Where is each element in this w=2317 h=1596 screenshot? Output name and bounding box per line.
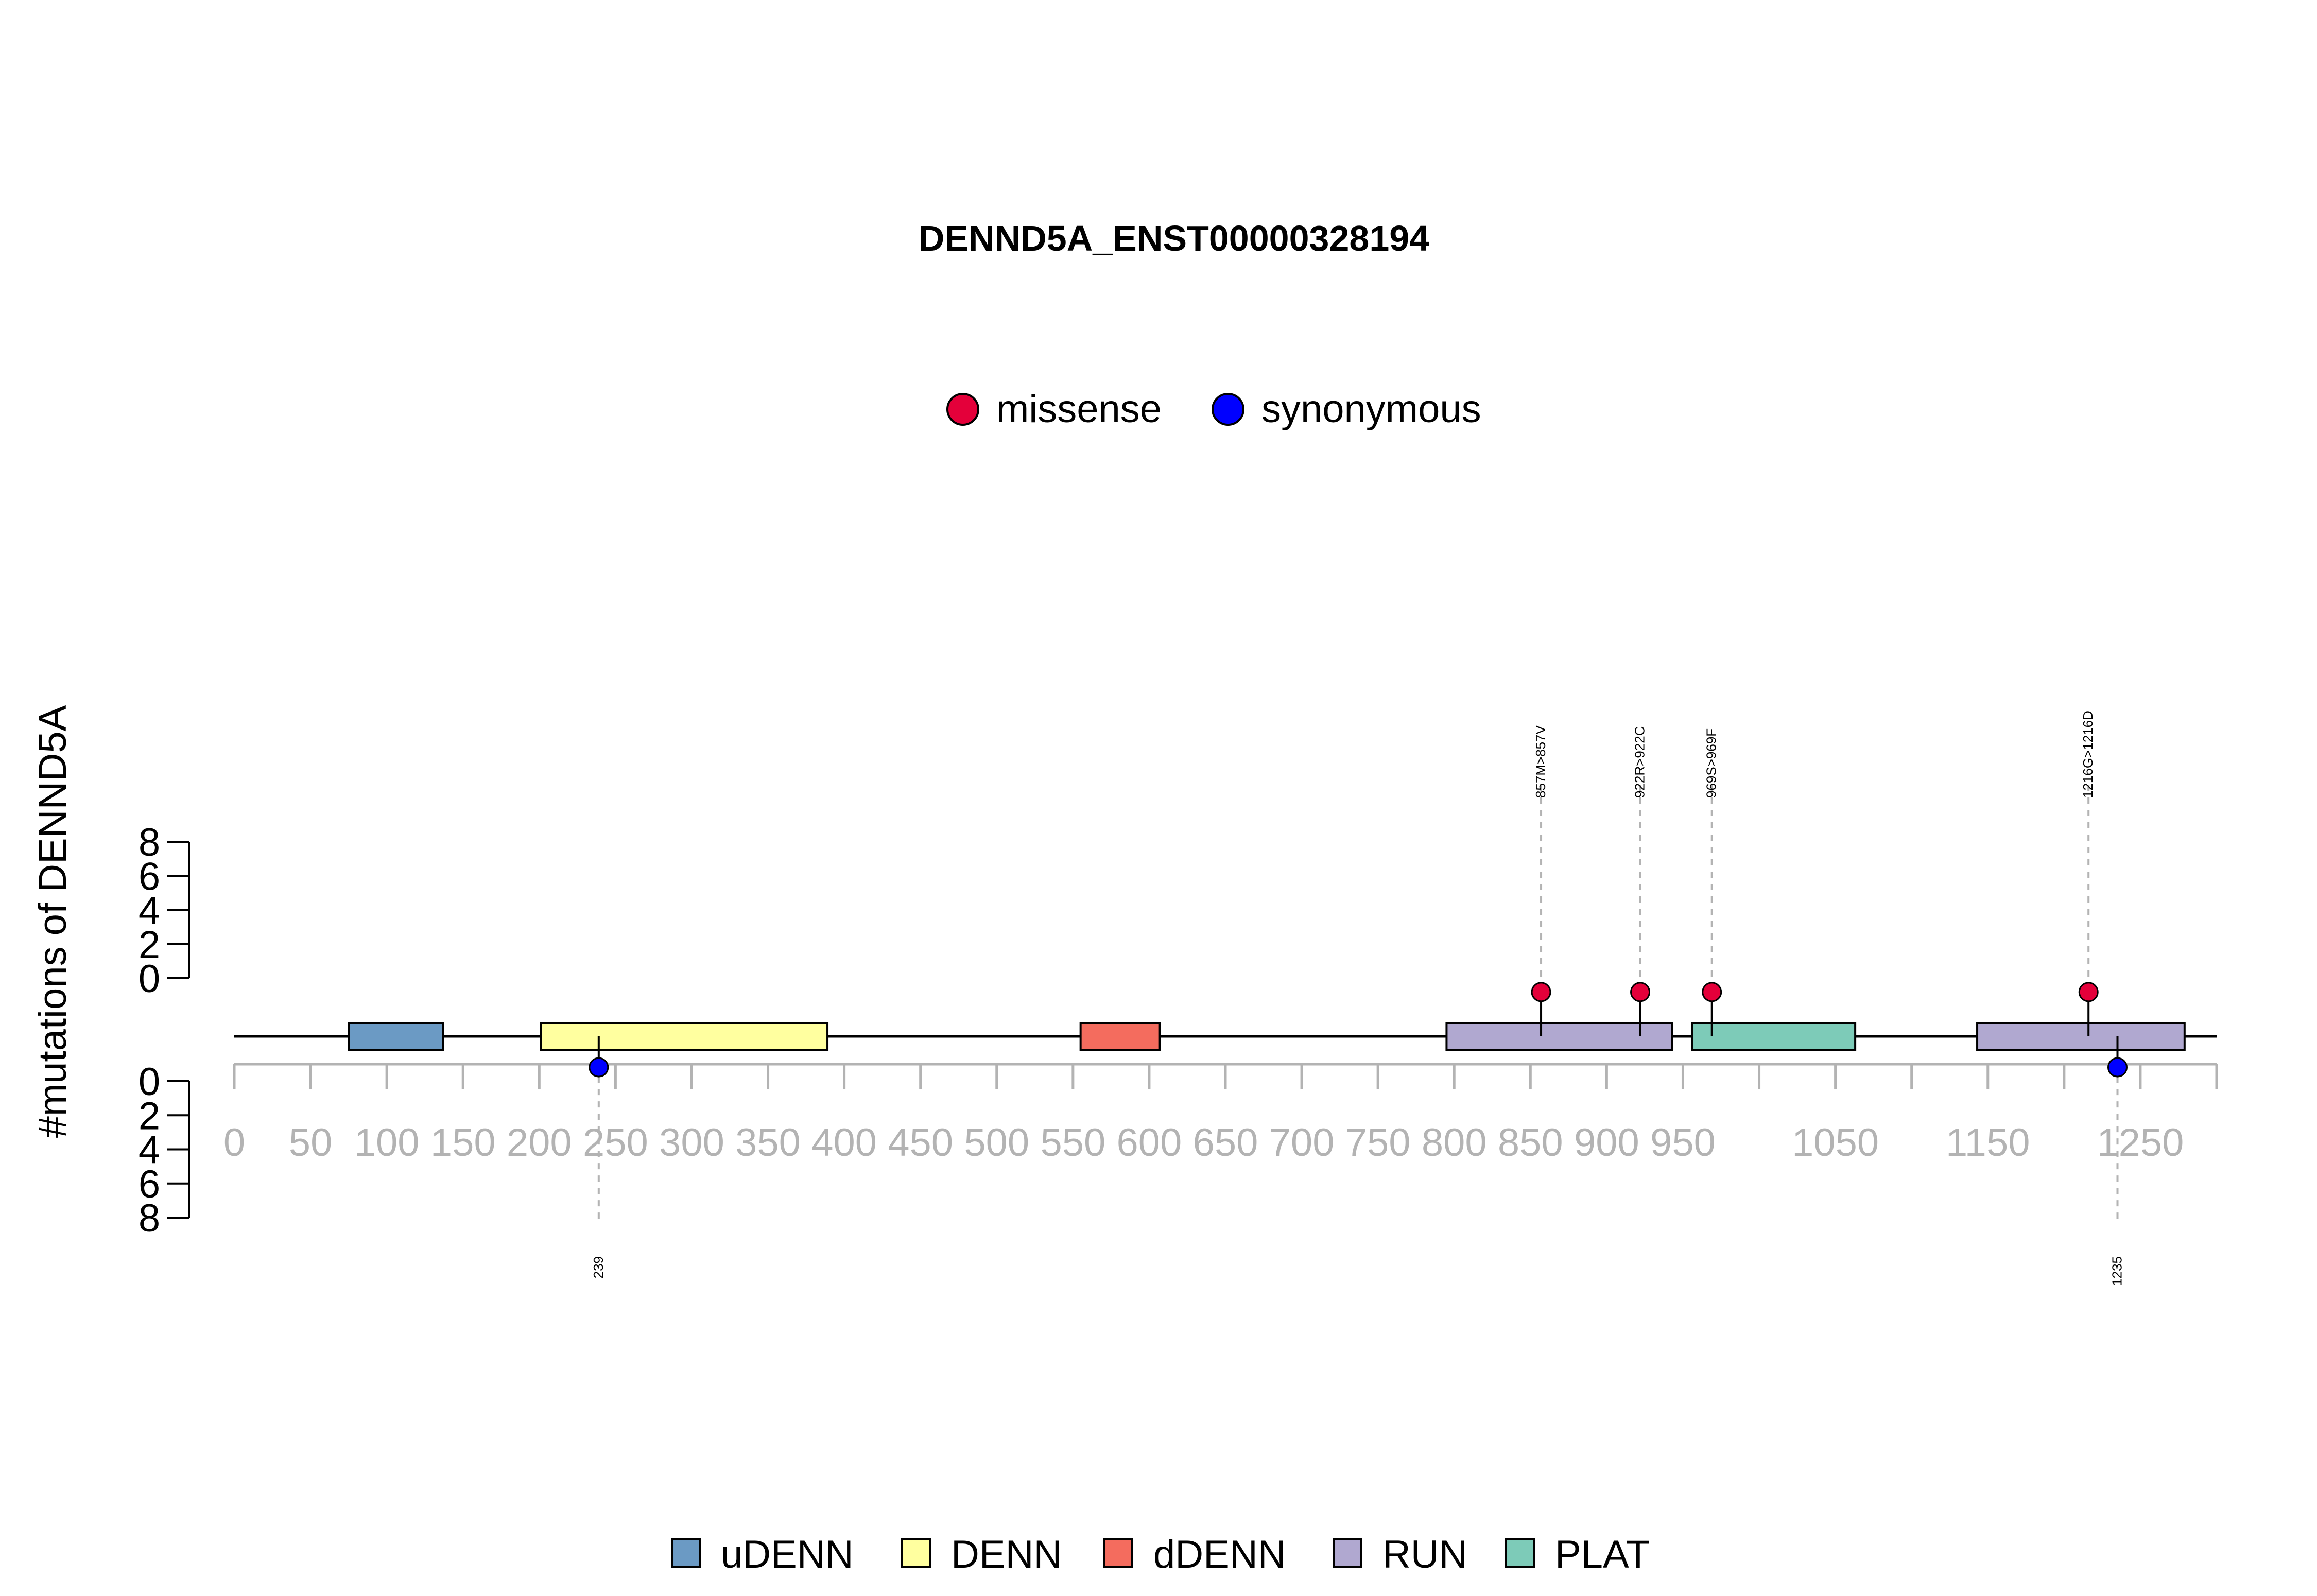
mutation-label: 857M>857V [1533, 725, 1548, 798]
legend-swatch-plat [1505, 1538, 1535, 1568]
x-tick-label: 850 [1498, 1121, 1563, 1165]
x-tick-label: 700 [1269, 1121, 1335, 1165]
legend-swatch-ddenn [1103, 1538, 1133, 1568]
mutation-point-missense [2078, 982, 2099, 1002]
mutation-label: 1235 [2109, 1256, 2125, 1286]
y-tick-label-top: 8 [139, 821, 160, 864]
x-tick-label: 900 [1574, 1121, 1639, 1165]
x-tick-label: 300 [659, 1121, 724, 1165]
y-tick-label-top: 4 [139, 889, 160, 933]
mutation-label: 1216G>1216D [2080, 710, 2096, 798]
x-tick-label: 350 [735, 1121, 801, 1165]
y-tick-label-bottom: 4 [139, 1129, 160, 1172]
chart-title: DENND5A_ENST00000328194 [919, 218, 1429, 258]
y-tick-label-top: 0 [139, 957, 160, 1001]
y-tick-label-top: 2 [139, 923, 160, 967]
x-tick-label: 750 [1345, 1121, 1411, 1165]
mutation-point-synonymous [589, 1057, 609, 1078]
y-tick-label-bottom: 0 [139, 1060, 160, 1104]
mutation-point-missense [1702, 982, 1722, 1002]
legend-label-run: RUN [1382, 1533, 1467, 1576]
x-tick-label: 400 [811, 1121, 877, 1165]
legend-marker-synonymous [1212, 393, 1244, 426]
mutation-lollipops: 857M>857V 922R>922C 969S>969F 1216G>1216D 23… [589, 710, 2128, 1286]
x-tick-label: 450 [888, 1121, 953, 1165]
mutation-legend: missense synonymous [946, 387, 1481, 431]
legend-swatch-run [1333, 1538, 1362, 1568]
x-axis: 0 50 100 150 200 250 300 350 400 450 500 550 600 650 7… [223, 1063, 2218, 1165]
x-tick-label: 1250 [2097, 1121, 2184, 1165]
legend-label-denn: DENN [951, 1533, 1062, 1576]
y-tick-label-bottom: 6 [139, 1163, 160, 1206]
domain-run [1976, 1022, 2186, 1051]
y-tick-label-bottom: 8 [139, 1196, 160, 1240]
x-tick-label: 100 [354, 1121, 420, 1165]
legend-marker-missense [946, 393, 979, 426]
domain-legend: uDENN DENN dDENN RUN PLAT [671, 1533, 1650, 1576]
x-tick-label: 550 [1040, 1121, 1105, 1165]
mutation-point-missense [1630, 982, 1651, 1002]
x-tick-label: 0 [223, 1121, 245, 1165]
domain-run [1445, 1022, 1673, 1051]
y-axis-label: #mutations of DENND5A [31, 705, 75, 1138]
legend-label-plat: PLAT [1555, 1533, 1650, 1576]
legend-label-missense: missense [996, 387, 1162, 431]
domain-udenn [348, 1022, 444, 1051]
legend-swatch-udenn [671, 1538, 701, 1568]
x-tick-label: 1050 [1792, 1121, 1879, 1165]
domain-denn [540, 1022, 829, 1051]
x-tick-label: 950 [1650, 1121, 1716, 1165]
mutation-label: 969S>969F [1704, 728, 1719, 798]
domain-plat [1691, 1022, 1857, 1051]
domain-ddenn [1079, 1022, 1161, 1051]
x-tick-label: 150 [430, 1121, 496, 1165]
x-tick-label: 50 [289, 1121, 333, 1165]
y-tick-label-bottom: 2 [139, 1094, 160, 1138]
y-tick-label-top: 6 [139, 855, 160, 898]
mutation-label: 239 [591, 1256, 606, 1278]
x-tick-label: 650 [1193, 1121, 1258, 1165]
x-tick-label: 1150 [1946, 1121, 2030, 1165]
legend-label-ddenn: dDENN [1153, 1533, 1286, 1576]
mutation-point-synonymous [2107, 1057, 2128, 1078]
x-tick-label: 250 [583, 1121, 648, 1165]
domain-boxes [348, 1022, 2186, 1051]
mutation-label: 922R>922C [1632, 726, 1648, 799]
x-tick-label: 600 [1117, 1121, 1182, 1165]
mutation-point-missense [1531, 982, 1551, 1002]
legend-swatch-denn [901, 1538, 931, 1568]
legend-label-synonymous: synonymous [1261, 387, 1481, 431]
legend-label-udenn: uDENN [721, 1533, 854, 1576]
x-tick-label: 200 [507, 1121, 572, 1165]
x-tick-label: 500 [964, 1121, 1029, 1165]
x-tick-label: 800 [1422, 1121, 1487, 1165]
